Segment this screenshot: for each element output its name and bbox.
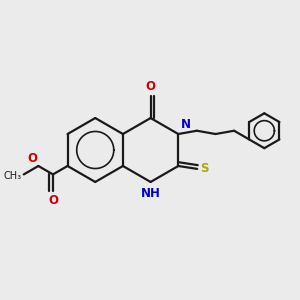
Text: O: O [48,194,58,207]
Text: O: O [146,80,156,93]
Text: CH₃: CH₃ [3,171,21,181]
Text: NH: NH [141,187,160,200]
Text: N: N [181,118,191,130]
Text: S: S [200,162,208,176]
Text: O: O [27,152,37,164]
